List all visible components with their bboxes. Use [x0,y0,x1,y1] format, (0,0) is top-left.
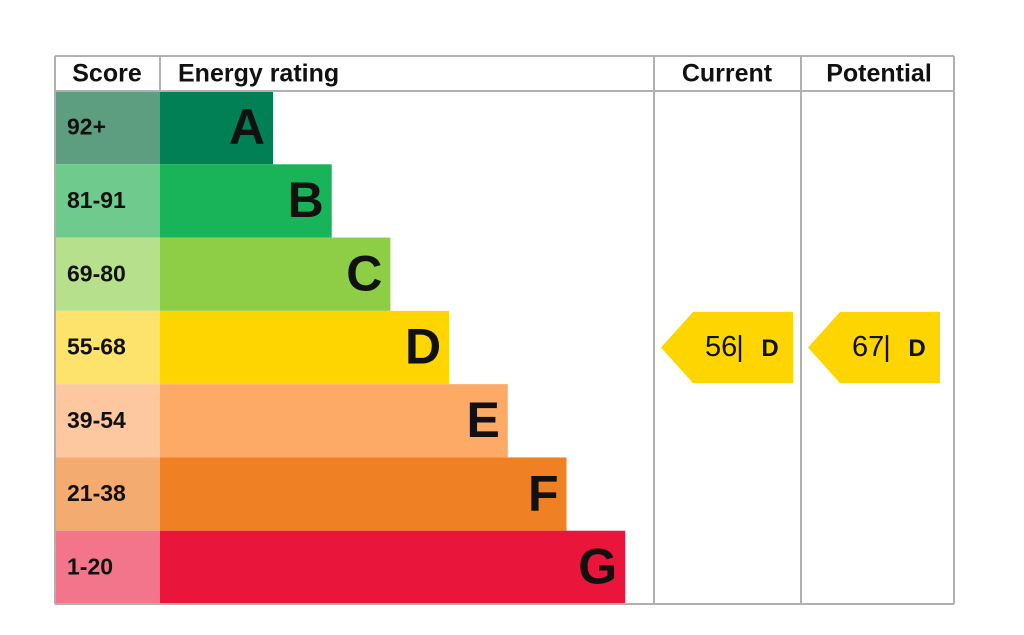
potential-rating: D [908,335,925,362]
potential-score: 67 [852,331,884,363]
rating-letter: A [229,99,265,155]
current-rating: D [761,335,778,362]
current-arrow [661,311,793,384]
rating-bar [160,310,450,385]
score-cell [55,384,160,458]
header-potential: Potential [826,60,932,88]
current-separator: | [736,331,744,363]
score-cell [55,91,160,165]
score-range: 69-80 [67,260,126,286]
rating-letter: B [288,172,324,228]
score-range: 81-91 [67,187,126,213]
score-cell [55,457,160,531]
rating-letter: F [528,465,559,521]
score-cell [55,237,160,311]
rating-bar [160,91,273,165]
header-energy-rating: Energy rating [178,60,339,88]
score-range: 1-20 [67,553,113,579]
rating-letter: D [405,319,441,375]
rating-bar [160,237,391,311]
score-cell [55,310,160,385]
header-current: Current [682,60,773,88]
score-cell [55,164,160,238]
rating-letter: C [346,245,382,301]
score-range: 55-68 [67,334,126,360]
current-score: 56 [705,331,737,363]
rating-letter: E [466,392,499,448]
rating-bar [160,384,508,458]
score-range: 39-54 [67,407,126,433]
score-cell [55,530,160,604]
rating-bar [160,530,626,604]
header-score: Score [72,60,142,88]
rating-letter: G [578,539,617,595]
potential-separator: | [883,331,891,363]
rating-bar [160,164,332,238]
rating-bar [160,457,567,531]
potential-arrow [808,311,940,384]
score-range: 21-38 [67,480,126,506]
score-range: 92+ [67,114,106,140]
